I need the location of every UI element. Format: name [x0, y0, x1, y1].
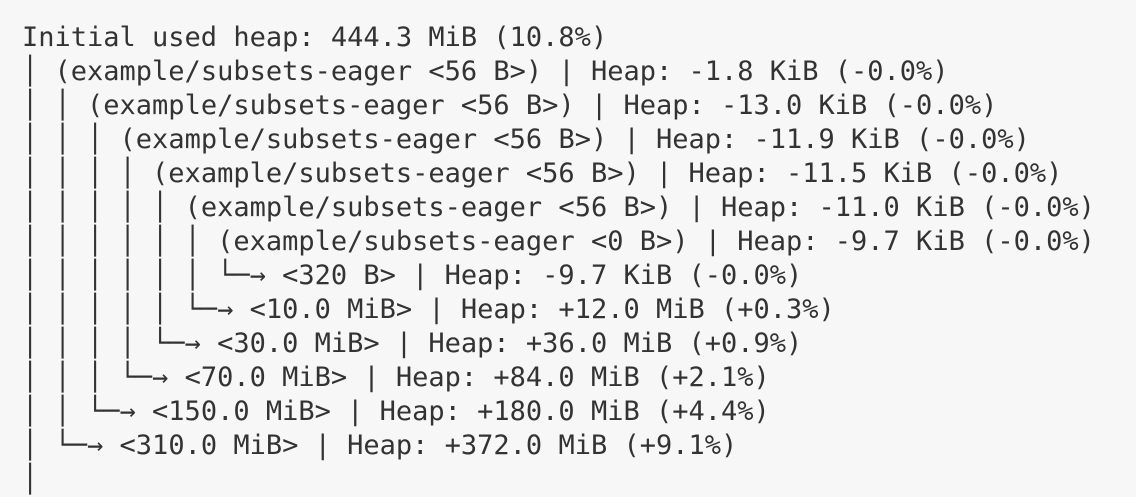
output-line: Initial used heap: 444.3 MiB (10.8%) — [22, 21, 1095, 55]
tree-connector: │ │ │ │ │ — [22, 192, 185, 223]
line-text: (example/subsets-eager <56 B>) | Heap: -… — [152, 158, 1063, 189]
output-line: │ │ │ │ │ │ └─→ <320 B> | Heap: -9.7 KiB… — [22, 259, 1095, 293]
line-text: Initial used heap: 444.3 MiB (10.8%) — [22, 22, 608, 53]
tree-connector: │ │ — [22, 90, 88, 121]
tree-connector: │ │ │ │ └─→ — [22, 328, 218, 359]
output-line: │ └─→ <310.0 MiB> | Heap: +372.0 MiB (+9… — [22, 429, 1095, 463]
tree-connector: │ │ └─→ — [22, 396, 153, 427]
line-text: <150.0 MiB> | Heap: +180.0 MiB (+4.4%) — [152, 396, 770, 427]
output-line: │ — [22, 463, 1095, 497]
output-line: │ │ │ │ │ (example/subsets-eager <56 B>)… — [22, 191, 1095, 225]
output-line: │ │ (example/subsets-eager <56 B>) | Hea… — [22, 89, 1095, 123]
output-line: │ │ │ │ │ │ (example/subsets-eager <0 B>… — [22, 225, 1095, 259]
tree-connector: │ │ │ └─→ — [22, 362, 185, 393]
output-line: │ │ └─→ <150.0 MiB> | Heap: +180.0 MiB (… — [22, 395, 1095, 429]
line-text: (example/subsets-eager <56 B>) | Heap: -… — [184, 192, 1095, 223]
heap-profile-output: Initial used heap: 444.3 MiB (10.8%) │ (e… — [22, 21, 1095, 497]
output-line: │ │ │ │ └─→ <30.0 MiB> | Heap: +36.0 MiB… — [22, 327, 1095, 361]
line-text: <320 B> | Heap: -9.7 KiB (-0.0%) — [282, 260, 803, 291]
line-text: (example/subsets-eager <56 B>) | Heap: -… — [54, 56, 949, 87]
output-line: │ (example/subsets-eager <56 B>) | Heap:… — [22, 55, 1095, 89]
output-line: │ │ │ (example/subsets-eager <56 B>) | H… — [22, 123, 1095, 157]
tree-connector: │ │ │ │ │ │ └─→ — [22, 260, 283, 291]
tree-connector: │ │ │ — [22, 124, 120, 155]
line-text: <30.0 MiB> | Heap: +36.0 MiB (+0.9%) — [217, 328, 803, 359]
tree-connector: │ │ │ │ │ └─→ — [22, 294, 250, 325]
output-line: │ │ │ │ (example/subsets-eager <56 B>) |… — [22, 157, 1095, 191]
tree-connector: │ │ │ │ — [22, 158, 153, 189]
tree-connector: │ └─→ — [22, 430, 120, 461]
line-text: <10.0 MiB> | Heap: +12.0 MiB (+0.3%) — [249, 294, 835, 325]
line-text: <70.0 MiB> | Heap: +84.0 MiB (+2.1%) — [184, 362, 770, 393]
line-text: (example/subsets-eager <56 B>) | Heap: -… — [87, 90, 998, 121]
line-text: (example/subsets-eager <0 B>) | Heap: -9… — [217, 226, 1095, 257]
tree-connector: │ │ │ │ │ │ — [22, 226, 218, 257]
tree-connector: │ — [22, 464, 39, 495]
tree-connector: │ — [22, 56, 55, 87]
output-line: │ │ │ │ │ └─→ <10.0 MiB> | Heap: +12.0 M… — [22, 293, 1095, 327]
line-text: <310.0 MiB> | Heap: +372.0 MiB (+9.1%) — [119, 430, 738, 461]
output-line: │ │ │ └─→ <70.0 MiB> | Heap: +84.0 MiB (… — [22, 361, 1095, 395]
line-text: (example/subsets-eager <56 B>) | Heap: -… — [119, 124, 1030, 155]
